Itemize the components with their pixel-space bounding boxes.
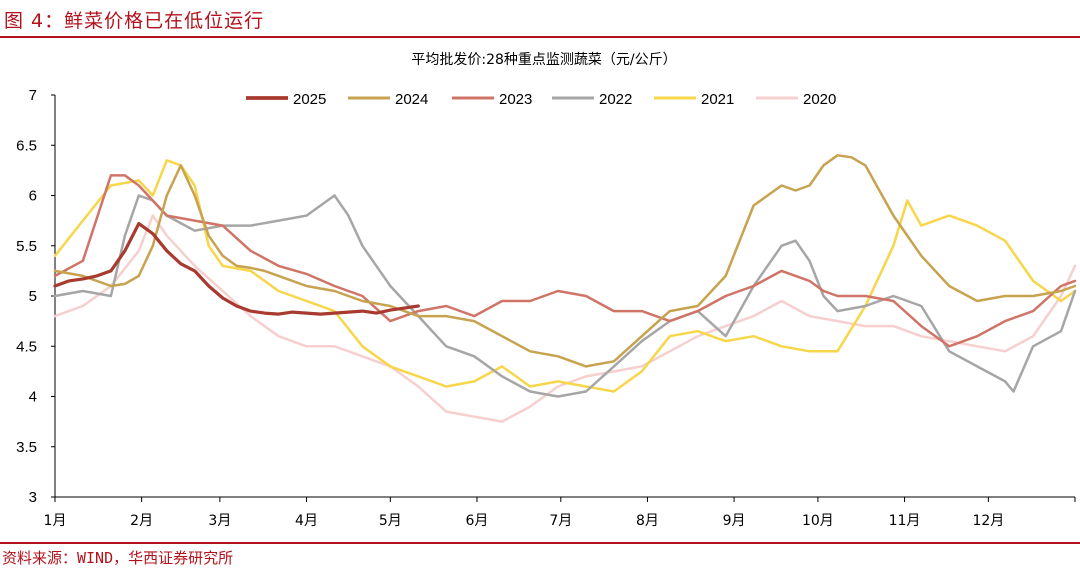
legend-label-2020: 2020 [803,91,836,108]
series-line-2024 [53,154,1077,368]
y-tick-label: 4.5 [16,338,37,355]
legend: 2025 2024 2023 2022 2021 2020 [246,91,836,108]
y-axis: 3 3.5 4 4.5 5 5.5 6 6.5 7 [16,87,56,506]
legend-label-2025: 2025 [293,91,326,108]
y-tick-label: 6 [29,188,37,205]
y-tick-label: 7 [29,87,37,104]
x-tick-label: 1月 [44,513,67,529]
x-tick-label: 8月 [636,513,659,529]
legend-label-2021: 2021 [701,91,734,108]
y-tick-label: 6.5 [16,137,37,154]
source-note: 资料来源：WIND，华西证券研究所 [2,549,234,567]
x-tick-label: 12月 [972,513,1004,529]
series-line-2023 [53,174,1077,348]
series-line-2021 [53,159,1077,393]
x-axis: 1月 2月 3月 4月 5月 6月 7月 8月 9月 10月 11月 12月 [44,496,1076,529]
bottom-rule [0,542,1080,544]
x-tick-label: 10月 [802,513,834,529]
series-line-2025 [53,222,420,316]
top-rule [0,36,1080,38]
y-tick-label: 5 [29,288,37,305]
series-line-2022 [53,194,1077,398]
x-tick-label: 2月 [130,513,153,529]
x-tick-label: 4月 [295,513,318,529]
x-tick-label: 5月 [379,513,402,529]
series-group [53,154,1077,423]
series-line-2020 [53,214,1077,423]
y-tick-label: 3.5 [16,439,37,456]
legend-label-2024: 2024 [395,91,428,108]
legend-label-2022: 2022 [599,91,632,108]
x-tick-label: 11月 [889,513,921,529]
y-tick-label: 3 [29,489,37,506]
legend-label-2023: 2023 [499,91,532,108]
x-tick-label: 6月 [466,513,489,529]
y-tick-label: 5.5 [16,238,37,255]
figure-title: 图 4：鲜菜价格已在低位运行 [4,10,265,32]
x-tick-label: 3月 [208,513,231,529]
x-tick-label: 7月 [549,513,572,529]
chart-title: 平均批发价:28种重点监测蔬菜（元/公斤） [411,52,676,68]
x-tick-label: 9月 [723,513,746,529]
y-tick-label: 4 [29,389,37,406]
